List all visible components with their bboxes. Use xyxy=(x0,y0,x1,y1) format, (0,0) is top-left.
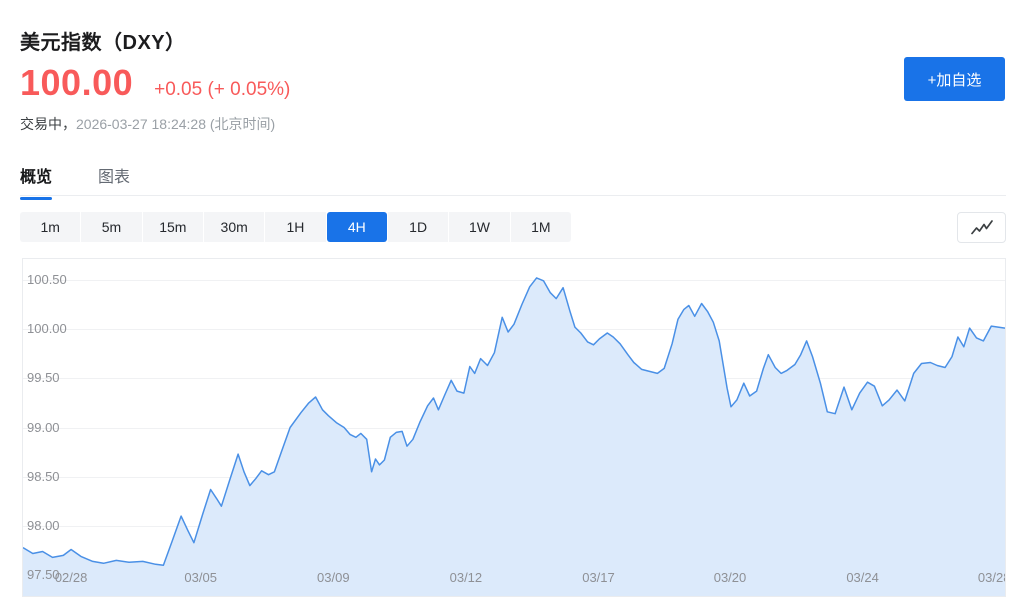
add-to-watchlist-button[interactable]: +加自选 xyxy=(904,57,1005,101)
x-axis-label: 03/24 xyxy=(846,570,879,585)
price-chart[interactable]: 100.50 100.00 99.50 99.00 98.50 98.00 97.50 02/… xyxy=(22,258,1006,597)
page-title: 美元指数（DXY） xyxy=(20,32,186,54)
interval-button-5m[interactable]: 5m xyxy=(81,212,142,242)
price-row: 100.00 +0.05 (+ 0.05%) xyxy=(20,62,290,104)
x-axis-label: 03/28 xyxy=(977,570,1005,585)
interval-button-1H[interactable]: 1H xyxy=(265,212,326,242)
current-price: 100.00 xyxy=(20,62,134,103)
y-axis-label: 98.00 xyxy=(27,517,60,533)
trend-line-icon xyxy=(970,220,993,235)
quote-timestamp: 2026-03-27 18:24:28 (北京时间) xyxy=(76,116,276,132)
y-axis-label: 98.50 xyxy=(27,468,60,484)
interval-button-15m[interactable]: 15m xyxy=(142,212,203,242)
x-axis-label: 03/12 xyxy=(449,570,483,585)
x-axis-label: 02/28 xyxy=(54,570,88,585)
y-axis-label: 99.00 xyxy=(27,419,60,435)
gridline xyxy=(23,279,1005,281)
market-status-row: 交易中，2026-03-27 18:24:28 (北京时间) xyxy=(20,114,275,134)
interval-button-30m[interactable]: 30m xyxy=(203,212,265,242)
y-axis-label: 97.50 xyxy=(27,567,60,583)
chart-style-button[interactable] xyxy=(957,212,1006,243)
x-axis-label: 03/09 xyxy=(317,570,350,585)
x-axis-label: 03/17 xyxy=(582,570,615,585)
y-axis-label: 100.50 xyxy=(27,271,67,287)
market-status: 交易中， xyxy=(20,116,76,132)
y-axis-label: 100.00 xyxy=(27,321,67,337)
interval-button-1M[interactable]: 1M xyxy=(510,212,571,242)
interval-button-1W[interactable]: 1W xyxy=(449,212,510,242)
interval-selector: 1m 5m 15m 30m 1H 4H 1D 1W 1M xyxy=(20,212,571,242)
interval-button-1D[interactable]: 1D xyxy=(387,212,449,242)
tab-bar: 概览 图表 xyxy=(20,163,130,200)
area-series xyxy=(23,277,1005,596)
tab-chart[interactable]: 图表 xyxy=(98,169,131,186)
price-change: +0.05 (+ 0.05%) xyxy=(154,79,291,100)
x-axis-label: 03/20 xyxy=(713,570,747,585)
tab-bar-divider xyxy=(20,195,1006,196)
interval-button-4H[interactable]: 4H xyxy=(326,212,387,242)
y-axis-label: 99.50 xyxy=(27,370,60,386)
interval-button-1m[interactable]: 1m xyxy=(20,212,81,242)
tab-overview[interactable]: 概览 xyxy=(20,163,53,200)
x-axis-label: 03/05 xyxy=(184,570,217,585)
